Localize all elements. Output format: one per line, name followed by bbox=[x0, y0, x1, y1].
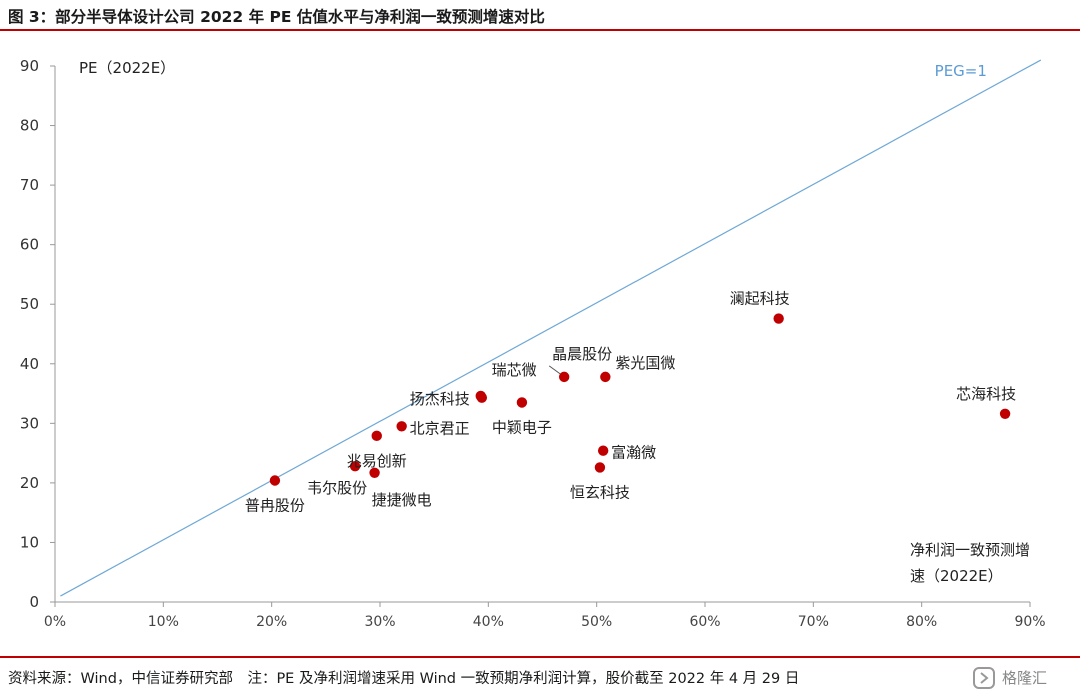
point-label: 捷捷微电 bbox=[372, 491, 432, 509]
y-axis-label: PE（2022E） bbox=[79, 59, 175, 77]
points-layer bbox=[269, 313, 1011, 486]
data-point bbox=[773, 313, 784, 324]
point-label: 瑞芯微 bbox=[492, 361, 537, 379]
data-point bbox=[476, 392, 488, 403]
data-point bbox=[349, 461, 361, 472]
point-label: 富瀚微 bbox=[611, 444, 656, 462]
point-label: 晶晨股份 bbox=[552, 345, 612, 363]
point-label: 北京君正 bbox=[410, 419, 470, 437]
data-point bbox=[594, 462, 606, 473]
y-tick-label: 80 bbox=[20, 117, 39, 135]
point-label: 普冉股份 bbox=[245, 497, 305, 515]
x-tick-label: 20% bbox=[256, 614, 287, 630]
y-tick-label: 40 bbox=[20, 355, 39, 373]
data-point bbox=[516, 397, 528, 408]
point-label: 恒玄科技 bbox=[570, 483, 630, 501]
y-tick-label: 50 bbox=[20, 295, 39, 313]
source-note: 资料来源：Wind，中信证券研究部 注：PE 及净利润增速采用 Wind 一致预… bbox=[8, 671, 800, 687]
data-point bbox=[999, 408, 1011, 420]
x-axis-label-line-1: 净利润一致预测增 bbox=[910, 541, 1030, 559]
x-axis-label-line-2: 速（2022E） bbox=[910, 567, 1003, 585]
point-label: 中颖电子 bbox=[492, 418, 552, 436]
x-tick-label: 10% bbox=[148, 614, 179, 630]
y-tick-label: 10 bbox=[20, 533, 39, 551]
data-point bbox=[600, 371, 611, 383]
peg-line-label: PEG=1 bbox=[935, 62, 987, 80]
x-tick-label: 0% bbox=[44, 614, 66, 630]
peg-layer: PEG=1 bbox=[60, 59, 1042, 597]
y-tick-label: 30 bbox=[20, 414, 39, 432]
footer-rule bbox=[0, 656, 1080, 658]
watermark-text: 格隆汇 bbox=[1002, 669, 1048, 687]
x-tick-label: 50% bbox=[581, 614, 612, 630]
y-tick-label: 70 bbox=[20, 176, 39, 194]
x-tick-label: 40% bbox=[473, 614, 504, 630]
figure-header: 图 3：部分半导体设计公司 2022 年 PE 估值水平与净利润一致预测增速对比 bbox=[0, 0, 1080, 32]
y-tick-label: 90 bbox=[20, 57, 39, 75]
point-label: 澜起科技 bbox=[730, 290, 790, 308]
point-label: 芯海科技 bbox=[956, 385, 1016, 403]
peg-reference-line bbox=[60, 59, 1042, 597]
watermark: 格隆汇 bbox=[972, 665, 1072, 691]
axes-layer: 0 10 20 30 40 50 60 70 80 90 0% 10% 20% 30% 40% 50% 60% 7… bbox=[20, 57, 1046, 630]
point-label: 紫光国微 bbox=[615, 354, 675, 372]
data-point bbox=[396, 421, 407, 432]
x-tick-label: 90% bbox=[1014, 614, 1045, 630]
x-tick-label: 30% bbox=[364, 614, 395, 630]
x-tick-label: 60% bbox=[689, 614, 720, 630]
y-tick-label: 60 bbox=[20, 236, 39, 254]
figure-title: 图 3：部分半导体设计公司 2022 年 PE 估值水平与净利润一致预测增速对比 bbox=[8, 8, 545, 26]
leader-line bbox=[548, 365, 561, 375]
chart-svg: 0 10 20 30 40 50 60 70 80 90 0% 10% 20% 30% 40% 50% 60% 7… bbox=[20, 57, 1046, 630]
data-point bbox=[371, 430, 382, 442]
figure-footer: 资料来源：Wind，中信证券研究部 注：PE 及净利润增速采用 Wind 一致预… bbox=[0, 656, 1080, 700]
data-point bbox=[369, 467, 380, 478]
watermark-logo-icon bbox=[973, 667, 995, 689]
point-label: 韦尔股份 bbox=[307, 479, 367, 497]
point-label: 扬杰科技 bbox=[410, 390, 470, 408]
x-tick-label: 80% bbox=[906, 614, 937, 630]
x-tick-label: 70% bbox=[798, 614, 829, 630]
header-rule bbox=[0, 29, 1080, 31]
scatter-chart: 0 10 20 30 40 50 60 70 80 90 0% 10% 20% 30% 40% 50% 60% 7… bbox=[0, 33, 1080, 656]
y-tick-label: 20 bbox=[20, 474, 39, 492]
data-point bbox=[597, 445, 609, 456]
y-tick-label: 0 bbox=[29, 593, 39, 611]
data-point bbox=[558, 371, 570, 383]
point-label: 兆易创新 bbox=[347, 452, 407, 470]
data-point bbox=[269, 475, 281, 486]
